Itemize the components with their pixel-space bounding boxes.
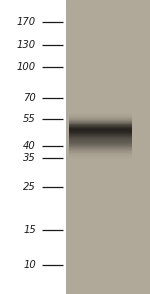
Text: 10: 10 [23, 260, 36, 270]
FancyBboxPatch shape [0, 0, 66, 294]
Text: 100: 100 [17, 62, 36, 72]
Text: 170: 170 [17, 16, 36, 26]
Text: 25: 25 [23, 181, 36, 191]
FancyBboxPatch shape [66, 0, 150, 294]
Text: 70: 70 [23, 93, 36, 103]
Text: 55: 55 [23, 114, 36, 124]
Text: 15: 15 [23, 225, 36, 235]
Text: 35: 35 [23, 153, 36, 163]
Text: 130: 130 [17, 40, 36, 50]
Text: 40: 40 [23, 141, 36, 151]
